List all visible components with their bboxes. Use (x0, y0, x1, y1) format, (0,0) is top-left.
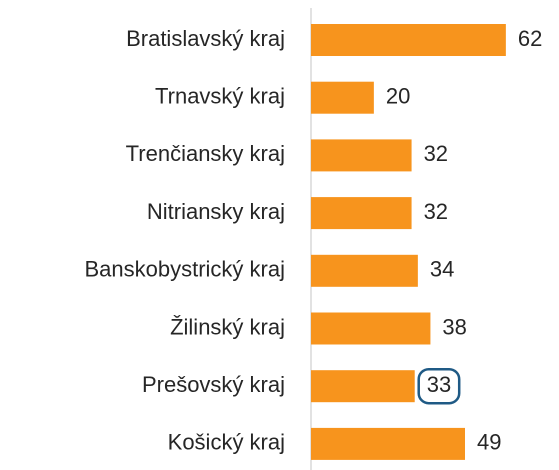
bar (311, 312, 431, 345)
bar (311, 254, 418, 287)
category-label: Žilinský kraj (170, 314, 285, 339)
category-label: Trenčiansky kraj (126, 141, 285, 166)
bar (311, 24, 506, 56)
category-label: Banskobystrický kraj (84, 257, 285, 282)
bar (311, 197, 412, 230)
category-label: Trnavský kraj (155, 84, 285, 109)
highlight-box (417, 367, 461, 405)
value-label: 32 (424, 199, 448, 224)
value-label: 33 (427, 372, 451, 397)
bar (311, 139, 412, 172)
value-label: 49 (477, 430, 501, 455)
bar (311, 81, 374, 114)
category-label: Prešovský kraj (142, 372, 285, 397)
category-label: Bratislavský kraj (126, 26, 285, 51)
bar (311, 427, 465, 460)
value-label: 62 (518, 26, 542, 51)
value-label: 38 (442, 314, 466, 339)
bar (311, 370, 415, 403)
value-label: 34 (430, 257, 454, 282)
value-label: 20 (386, 84, 410, 109)
category-label: Košický kraj (168, 430, 285, 455)
value-label: 32 (424, 141, 448, 166)
category-label: Nitriansky kraj (147, 199, 285, 224)
